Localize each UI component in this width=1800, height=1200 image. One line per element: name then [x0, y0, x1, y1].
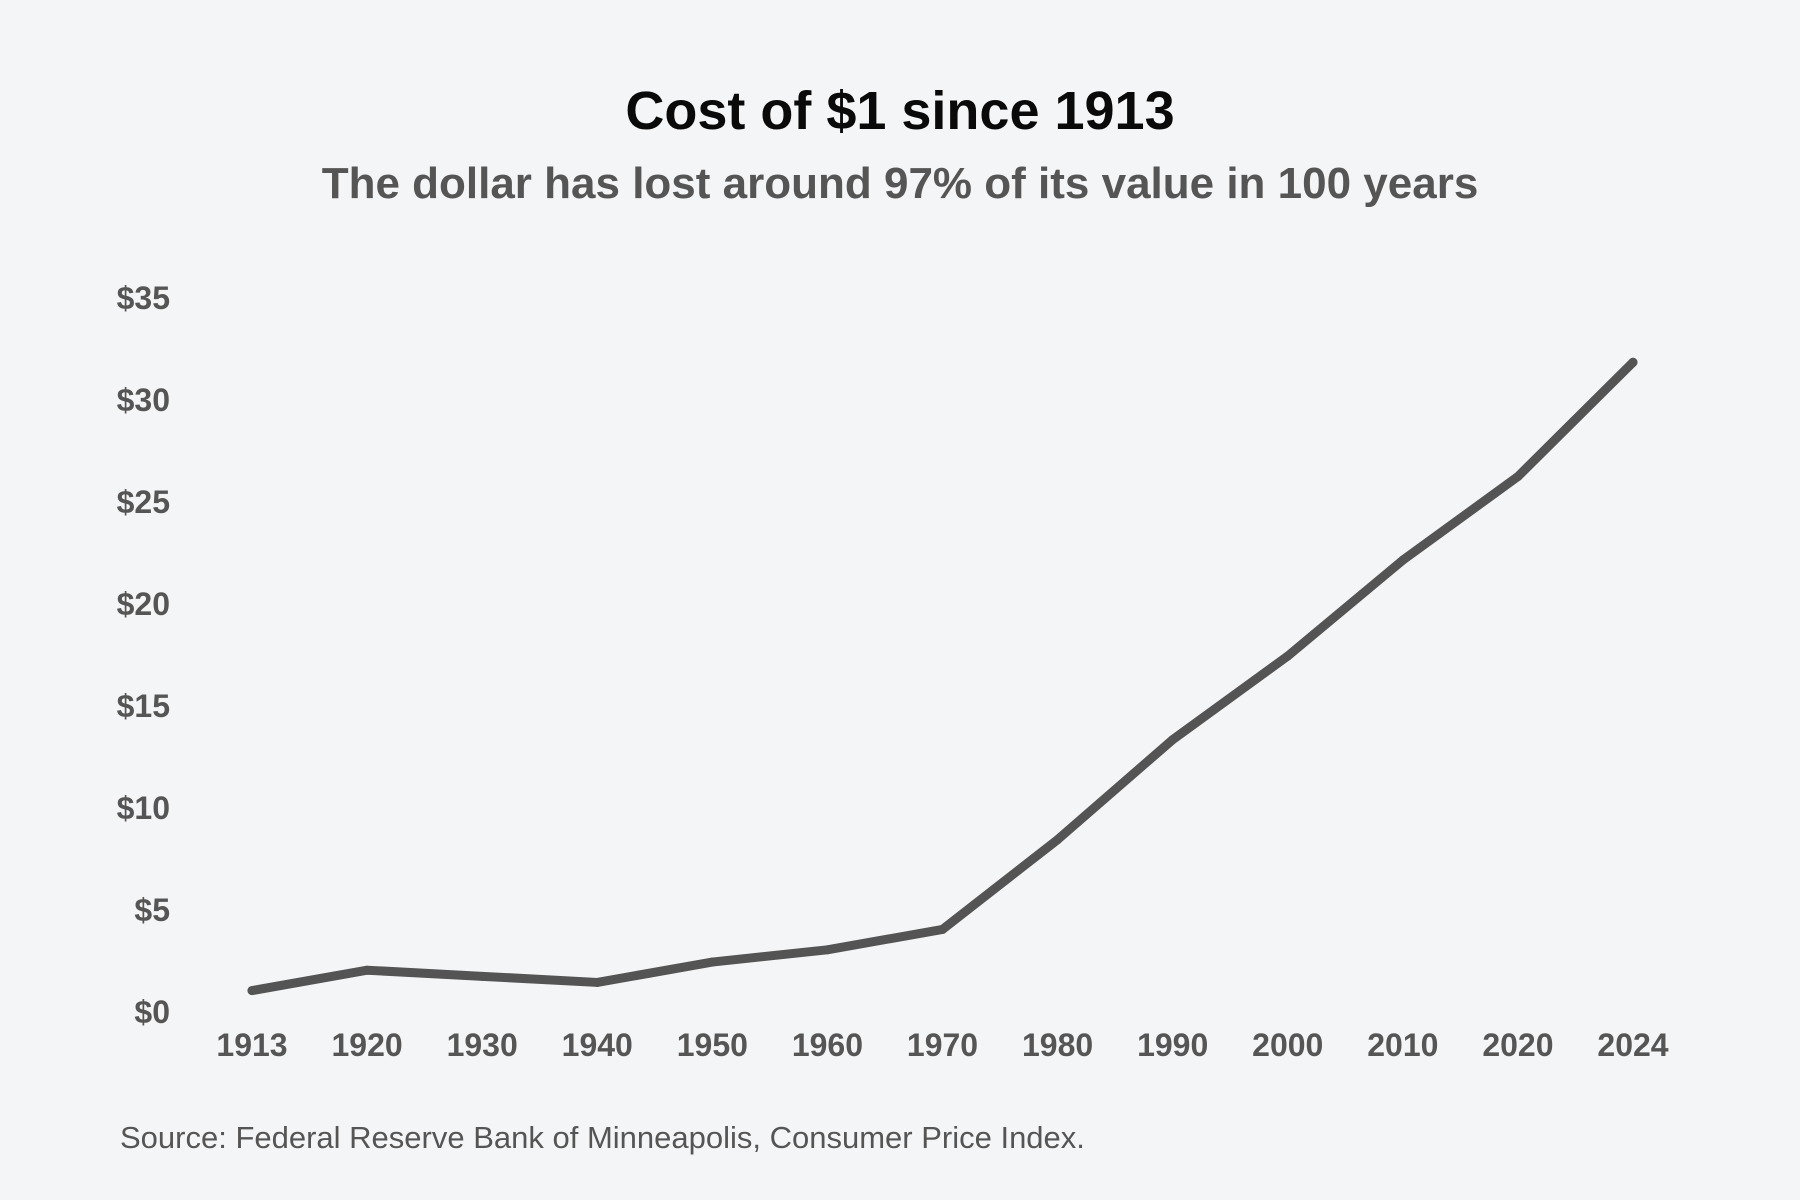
x-axis-ticks: 1913 1920 1930 1940 1950 1960 1970 1980 1990 2000… — [216, 1027, 1668, 1063]
x-tick-label: 1950 — [677, 1027, 748, 1063]
x-tick-label: 1990 — [1137, 1027, 1208, 1063]
y-tick-label: $10 — [117, 790, 170, 826]
chart-title: Cost of $1 since 1913 — [625, 81, 1175, 141]
data-point-2024 — [1628, 357, 1638, 367]
data-point-1980 — [1053, 835, 1063, 845]
data-point-1970 — [938, 924, 947, 934]
y-axis-ticks: $0 $5 $10 $15 $20 $25 $30 $35 — [117, 280, 170, 1030]
y-tick-label: $35 — [117, 280, 170, 316]
x-tick-label: 1980 — [1022, 1027, 1093, 1063]
data-point-1913 — [247, 986, 257, 996]
x-tick-label: 2024 — [1597, 1027, 1668, 1063]
series-line — [247, 357, 1638, 996]
data-point-1960 — [822, 945, 832, 955]
series-group — [247, 357, 1638, 996]
x-tick-label: 2010 — [1367, 1027, 1438, 1063]
x-tick-label: 2020 — [1482, 1027, 1553, 1063]
data-point-2010 — [1398, 555, 1408, 565]
y-tick-label: $0 — [134, 994, 170, 1030]
y-tick-label: $30 — [117, 382, 170, 418]
data-point-2020 — [1513, 472, 1523, 482]
x-tick-label: 1920 — [331, 1027, 402, 1063]
y-tick-label: $20 — [117, 586, 170, 622]
y-tick-label: $5 — [134, 892, 170, 928]
y-tick-label: $15 — [117, 688, 170, 724]
data-point-1930 — [477, 971, 487, 981]
data-point-1990 — [1168, 735, 1178, 745]
x-tick-label: 1960 — [792, 1027, 863, 1063]
x-tick-label: 1930 — [447, 1027, 518, 1063]
source-note: Source: Federal Reserve Bank of Minneapo… — [120, 1120, 1085, 1155]
chart-subtitle: The dollar has lost around 97% of its va… — [321, 159, 1479, 208]
x-tick-label: 2000 — [1252, 1027, 1323, 1063]
data-point-1920 — [362, 965, 372, 975]
data-point-1940 — [592, 977, 602, 987]
data-point-2000 — [1283, 651, 1293, 661]
x-tick-label: 1970 — [907, 1027, 978, 1063]
y-tick-label: $25 — [117, 484, 170, 520]
data-point-1950 — [707, 957, 717, 967]
x-tick-label: 1913 — [216, 1027, 287, 1063]
x-tick-label: 1940 — [562, 1027, 633, 1063]
